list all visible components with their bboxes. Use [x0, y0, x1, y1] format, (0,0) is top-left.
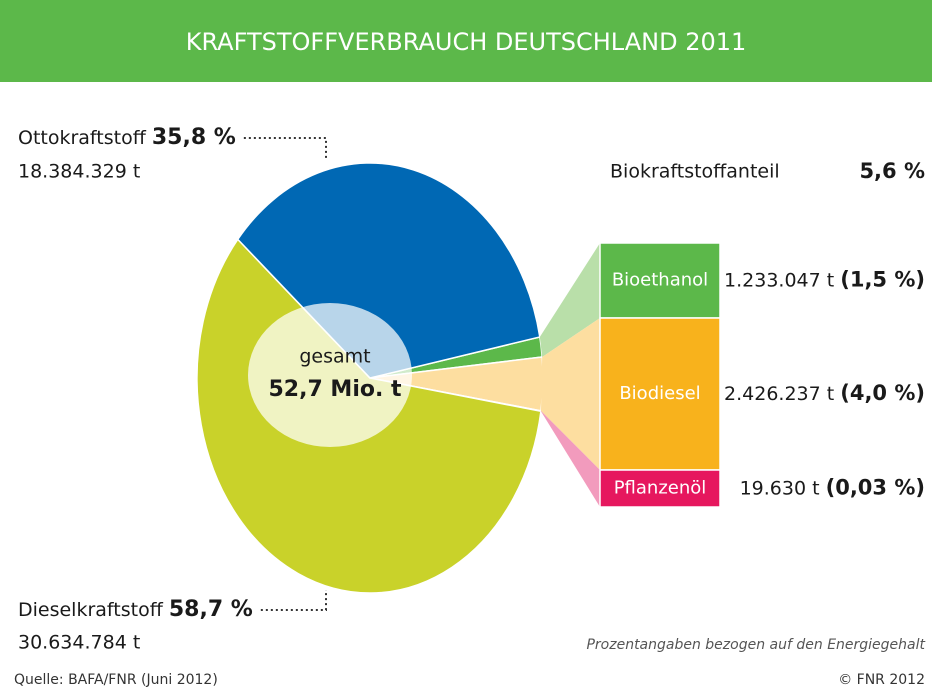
value-label: (4,0 %)	[840, 381, 925, 405]
value-label: (0,03 %)	[826, 476, 925, 500]
category: Ottokraftstoff	[18, 127, 147, 149]
category: Dieselkraftstoff	[18, 599, 164, 621]
amount-label: 1.233.047 t (1,5 %)	[724, 268, 925, 292]
title-band	[0, 0, 932, 82]
slice-label: Dieselkraftstoff 58,7 %	[18, 597, 253, 622]
bio-share-label: Biokraftstoffanteil	[610, 161, 780, 183]
leader-line	[243, 137, 327, 160]
source: Quelle: BAFA/FNR (Juni 2012)	[14, 672, 218, 688]
amount: 2.426.237 t	[724, 383, 834, 405]
bio-share: 5,6 %	[859, 159, 925, 183]
leader-line	[260, 590, 327, 611]
value-label: 58,7 %	[169, 597, 253, 622]
connector	[540, 410, 600, 507]
value-label: (1,5 %)	[840, 268, 925, 292]
amount-label: 30.634.784 t	[18, 632, 140, 654]
total-label: gesamt	[299, 346, 370, 368]
amount: 19.630 t	[740, 477, 820, 499]
total: 52,7 Mio. t	[268, 377, 402, 402]
centre-disc	[248, 303, 412, 447]
note: Prozentangaben bezogen auf den Energiege…	[586, 637, 925, 653]
legend-box	[599, 469, 721, 508]
pie-slice	[236, 162, 541, 379]
legend-label: Biodiesel	[619, 383, 700, 404]
legend-label: Pflanzenöl	[614, 478, 707, 499]
amount: 1.233.047 t	[724, 269, 834, 291]
value-label: 35,8 %	[152, 125, 236, 150]
legend-box	[599, 242, 721, 319]
connector	[539, 243, 600, 358]
legend-label: Bioethanol	[612, 270, 708, 291]
amount-label: 19.630 t (0,03 %)	[740, 476, 925, 500]
copyright: © FNR 2012	[838, 672, 925, 688]
connector	[540, 318, 600, 470]
amount-label: 18.384.329 t	[18, 161, 140, 183]
chart-title: KRAFTSTOFFVERBRAUCH DEUTSCHLAND 2011	[186, 28, 747, 56]
amount-label: 2.426.237 t (4,0 %)	[724, 381, 925, 405]
slice-label: Ottokraftstoff 35,8 %	[18, 125, 236, 150]
